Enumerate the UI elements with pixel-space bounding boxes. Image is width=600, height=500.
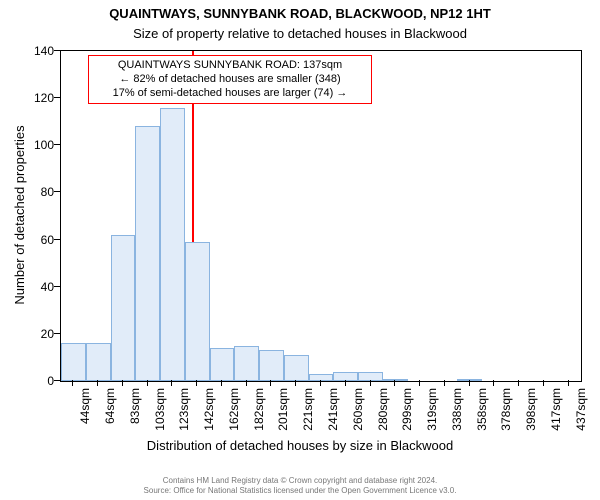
x-tick-label: 398sqm xyxy=(524,388,538,438)
callout-line-1: QUAINTWAYS SUNNYBANK ROAD: 137sqm xyxy=(95,59,365,73)
x-tick-mark xyxy=(72,380,73,386)
x-tick-mark xyxy=(122,380,123,386)
histogram-bar xyxy=(111,235,136,381)
x-tick-mark xyxy=(518,380,519,386)
histogram-bar xyxy=(210,348,235,381)
x-tick-label: 437sqm xyxy=(574,388,588,438)
x-tick-label: 182sqm xyxy=(252,388,266,438)
histogram-bar xyxy=(160,108,185,381)
x-tick-mark xyxy=(493,380,494,386)
histogram-bar xyxy=(333,372,358,381)
x-tick-mark xyxy=(246,380,247,386)
y-tick-mark xyxy=(54,97,60,98)
y-tick-label: 140 xyxy=(26,44,54,58)
y-tick-label: 80 xyxy=(26,185,54,199)
y-tick-mark xyxy=(54,50,60,51)
x-tick-label: 417sqm xyxy=(549,388,563,438)
x-tick-label: 103sqm xyxy=(153,388,167,438)
x-tick-mark xyxy=(370,380,371,386)
y-tick-mark xyxy=(54,380,60,381)
x-tick-label: 201sqm xyxy=(276,388,290,438)
callout-line-3: 17% of semi-detached houses are larger (… xyxy=(95,87,365,101)
histogram-bar xyxy=(284,355,309,381)
x-tick-label: 64sqm xyxy=(103,388,117,438)
x-tick-label: 280sqm xyxy=(376,388,390,438)
x-tick-label: 162sqm xyxy=(227,388,241,438)
x-tick-mark xyxy=(419,380,420,386)
x-tick-mark xyxy=(444,380,445,386)
histogram-bar xyxy=(61,343,86,381)
histogram-bar xyxy=(259,350,284,381)
histogram-bar xyxy=(185,242,210,381)
attribution-text: Contains HM Land Registry data © Crown c… xyxy=(0,476,600,496)
histogram-bar xyxy=(457,379,482,381)
x-tick-mark xyxy=(320,380,321,386)
histogram-bar xyxy=(135,126,160,381)
x-tick-label: 378sqm xyxy=(499,388,513,438)
y-tick-mark xyxy=(54,191,60,192)
x-tick-mark xyxy=(568,380,569,386)
attribution-line-1: Contains HM Land Registry data © Crown c… xyxy=(0,476,600,486)
x-tick-label: 299sqm xyxy=(400,388,414,438)
x-tick-label: 319sqm xyxy=(425,388,439,438)
histogram-bar xyxy=(234,346,259,381)
x-axis-label: Distribution of detached houses by size … xyxy=(0,438,600,453)
x-tick-mark xyxy=(221,380,222,386)
x-tick-mark xyxy=(469,380,470,386)
x-tick-label: 260sqm xyxy=(351,388,365,438)
y-tick-label: 0 xyxy=(26,374,54,388)
x-tick-label: 358sqm xyxy=(475,388,489,438)
x-tick-mark xyxy=(543,380,544,386)
x-tick-label: 142sqm xyxy=(202,388,216,438)
y-tick-label: 120 xyxy=(26,91,54,105)
y-tick-label: 20 xyxy=(26,327,54,341)
x-tick-mark xyxy=(345,380,346,386)
x-tick-mark xyxy=(171,380,172,386)
x-tick-mark xyxy=(196,380,197,386)
histogram-bar xyxy=(358,372,383,381)
y-axis-label: Number of detached properties xyxy=(12,50,27,380)
y-tick-label: 40 xyxy=(26,280,54,294)
y-tick-label: 100 xyxy=(26,138,54,152)
x-tick-mark xyxy=(97,380,98,386)
y-tick-mark xyxy=(54,144,60,145)
y-tick-mark xyxy=(54,333,60,334)
y-tick-mark xyxy=(54,286,60,287)
x-tick-label: 44sqm xyxy=(78,388,92,438)
x-tick-label: 241sqm xyxy=(326,388,340,438)
callout-line-2: ← 82% of detached houses are smaller (34… xyxy=(95,73,365,87)
x-tick-mark xyxy=(147,380,148,386)
attribution-line-5: Source: Office for National Statistics l… xyxy=(0,486,600,496)
x-tick-mark xyxy=(295,380,296,386)
y-tick-label: 60 xyxy=(26,233,54,247)
x-tick-mark xyxy=(270,380,271,386)
chart-title-line1: QUAINTWAYS, SUNNYBANK ROAD, BLACKWOOD, N… xyxy=(0,6,600,21)
x-tick-label: 83sqm xyxy=(128,388,142,438)
x-tick-label: 221sqm xyxy=(301,388,315,438)
chart-title-line2: Size of property relative to detached ho… xyxy=(0,26,600,41)
x-tick-mark xyxy=(394,380,395,386)
callout-box: QUAINTWAYS SUNNYBANK ROAD: 137sqm ← 82% … xyxy=(88,55,372,104)
x-tick-label: 123sqm xyxy=(177,388,191,438)
histogram-bar xyxy=(86,343,111,381)
x-tick-label: 338sqm xyxy=(450,388,464,438)
y-tick-mark xyxy=(54,239,60,240)
